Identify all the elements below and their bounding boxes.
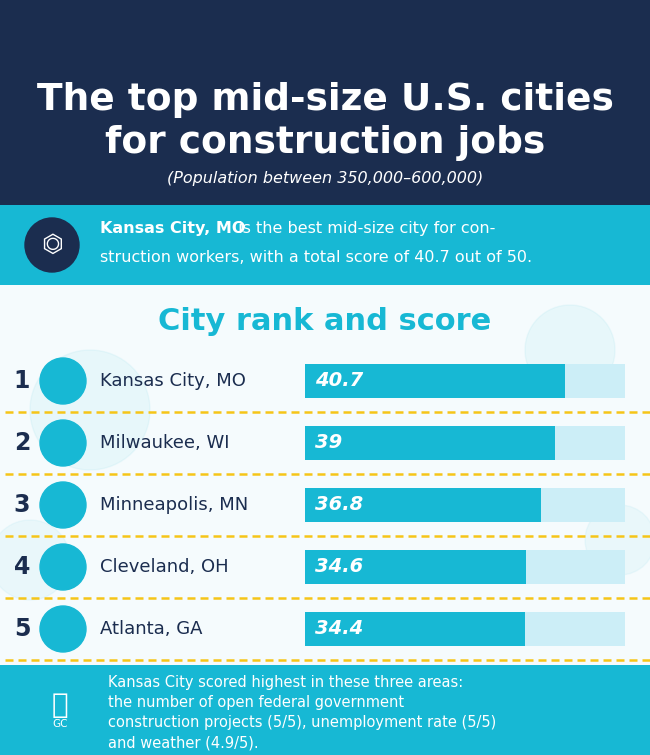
- Text: 4: 4: [14, 555, 30, 579]
- Text: Kansas City, MO: Kansas City, MO: [100, 372, 246, 390]
- Text: Cleveland, OH: Cleveland, OH: [100, 558, 229, 576]
- Text: Milwaukee, WI: Milwaukee, WI: [100, 434, 229, 452]
- FancyBboxPatch shape: [0, 0, 650, 205]
- Circle shape: [40, 482, 86, 528]
- Text: the number of open federal government: the number of open federal government: [108, 695, 404, 710]
- Text: for construction jobs: for construction jobs: [105, 125, 545, 161]
- Text: Kansas City scored highest in these three areas:: Kansas City scored highest in these thre…: [108, 675, 463, 690]
- Circle shape: [585, 505, 650, 575]
- Text: 40.7: 40.7: [315, 371, 363, 390]
- Text: GC: GC: [52, 719, 68, 729]
- FancyBboxPatch shape: [305, 550, 625, 584]
- Text: Minneapolis, MN: Minneapolis, MN: [100, 496, 248, 514]
- FancyBboxPatch shape: [0, 665, 650, 755]
- Text: and weather (4.9/5).: and weather (4.9/5).: [108, 735, 259, 750]
- Circle shape: [525, 305, 615, 395]
- Text: 1: 1: [14, 369, 30, 393]
- Text: construction projects (5/5), unemployment rate (5/5): construction projects (5/5), unemploymen…: [108, 715, 496, 730]
- FancyBboxPatch shape: [305, 426, 625, 460]
- FancyBboxPatch shape: [305, 612, 525, 646]
- FancyBboxPatch shape: [305, 488, 625, 522]
- Text: The top mid-size U.S. cities: The top mid-size U.S. cities: [36, 82, 614, 118]
- Text: 2: 2: [14, 431, 30, 455]
- FancyBboxPatch shape: [0, 205, 650, 285]
- Text: struction workers, with a total score of 40.7 out of 50.: struction workers, with a total score of…: [100, 249, 532, 264]
- Circle shape: [25, 218, 79, 272]
- Text: Atlanta, GA: Atlanta, GA: [100, 620, 203, 638]
- Text: 3: 3: [14, 493, 31, 517]
- Circle shape: [40, 544, 86, 590]
- Text: ⛑: ⛑: [52, 691, 68, 719]
- Circle shape: [0, 520, 70, 600]
- Text: City rank and score: City rank and score: [159, 307, 491, 337]
- Circle shape: [40, 606, 86, 652]
- Circle shape: [40, 358, 86, 404]
- Text: ⏣: ⏣: [41, 233, 63, 257]
- Text: 39: 39: [315, 433, 343, 452]
- FancyBboxPatch shape: [305, 426, 554, 460]
- Text: 34.6: 34.6: [315, 557, 363, 577]
- Text: Kansas City, MO: Kansas City, MO: [100, 221, 246, 236]
- FancyBboxPatch shape: [0, 285, 650, 665]
- Text: 5: 5: [14, 617, 31, 641]
- FancyBboxPatch shape: [305, 488, 541, 522]
- FancyBboxPatch shape: [305, 364, 566, 398]
- Text: 36.8: 36.8: [315, 495, 363, 514]
- Circle shape: [30, 350, 150, 470]
- Circle shape: [40, 420, 86, 466]
- Text: 34.4: 34.4: [315, 620, 363, 639]
- Text: is the best mid-size city for con-: is the best mid-size city for con-: [233, 221, 495, 236]
- FancyBboxPatch shape: [305, 612, 625, 646]
- FancyBboxPatch shape: [305, 364, 625, 398]
- FancyBboxPatch shape: [305, 550, 526, 584]
- Text: (Population between 350,000–600,000): (Population between 350,000–600,000): [167, 171, 483, 186]
